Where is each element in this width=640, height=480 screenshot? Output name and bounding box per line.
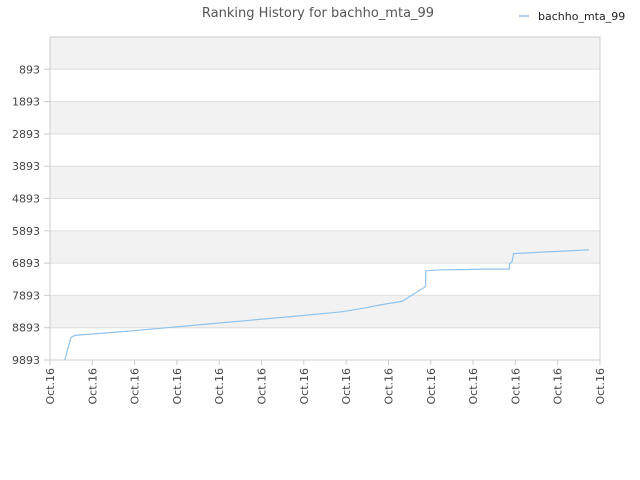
x-tick-label: Oct.16 [129,368,142,405]
series-lines [64,249,590,361]
y-tick-label: 9893 [12,354,40,367]
legend: bachho_mta_99 [519,10,625,23]
y-tick-labels: 893 1893 2893 3893 4893 5893 6893 7893 8893 9893 [12,63,40,367]
plot-bands [50,37,600,328]
y-tick-label: 2893 [12,128,40,141]
plot-frame [49,36,601,361]
x-tick-label: Oct.16 [552,368,565,405]
x-tick-label: Oct.16 [171,368,184,405]
y-tick-label: 893 [19,63,40,76]
plot-band [50,295,600,328]
x-tick-label: Oct.16 [425,368,438,405]
legend-label: bachho_mta_99 [538,10,625,23]
x-tick-label: Oct.16 [86,368,99,405]
y-tick-label: 3893 [12,160,40,173]
x-tick-label: Oct.16 [256,368,269,405]
x-tick-label: Oct.16 [44,368,57,405]
x-tick-label: Oct.16 [594,368,607,405]
plot-band [50,166,600,199]
x-tick-label: Oct.16 [298,368,311,405]
y-tick-label: 5893 [12,225,40,238]
y-tick-label: 6893 [12,257,40,270]
x-tick-label: Oct.16 [382,368,395,405]
y-tick-label: 1893 [12,96,40,109]
x-tick-label: Oct.16 [213,368,226,405]
x-tick-labels: Oct.16 Oct.16 Oct.16 Oct.16 Oct.16 Oct.16 Oct.… [44,368,607,405]
y-tick-label: 8893 [12,322,40,335]
series-line [64,249,590,361]
y-tick-label: 4893 [12,193,40,206]
x-tick-label: Oct.16 [509,368,522,405]
plot-band [50,37,600,70]
x-tick-label: Oct.16 [467,368,480,405]
plot-band [50,101,600,134]
y-tick-label: 7893 [12,289,40,302]
x-tick-label: Oct.16 [340,368,353,405]
chart-title: Ranking History for bachho_mta_99 [202,6,434,21]
plot-band [50,230,600,264]
